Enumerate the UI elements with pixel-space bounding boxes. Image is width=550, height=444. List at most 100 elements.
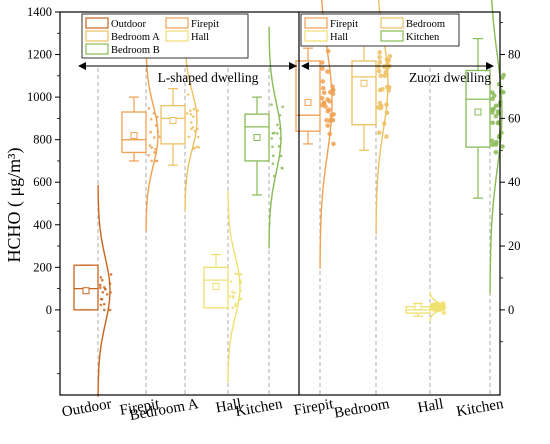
legend-frame — [81, 13, 249, 59]
data-point — [377, 100, 383, 106]
data-point — [234, 272, 237, 276]
left-tick-label: 400 — [33, 218, 52, 232]
data-point — [377, 55, 382, 60]
mean-marker — [169, 117, 177, 125]
data-point — [382, 73, 388, 79]
data-point — [147, 154, 150, 157]
mean-marker — [253, 134, 261, 142]
data-point — [228, 295, 232, 298]
mean-marker — [414, 303, 422, 311]
data-point — [273, 174, 276, 178]
data-point — [234, 302, 238, 306]
data-point — [279, 137, 282, 140]
data-point — [186, 93, 190, 96]
mean-marker — [82, 287, 90, 295]
x-tick-label: Kitchen — [455, 396, 505, 420]
box-iqr — [73, 264, 99, 311]
left-y-axis: 0 200 400 600 800 1000 1200 1400 — [27, 5, 60, 375]
legend-label: Bedroom B — [111, 45, 160, 56]
data-point — [323, 104, 328, 109]
legend-left: Outdoor Firepit Bedroom A Hall Bedroom B — [81, 13, 249, 59]
data-point — [321, 90, 327, 96]
box-iqr — [244, 113, 270, 162]
legend-label: Firepit — [330, 19, 358, 30]
data-point — [330, 87, 336, 92]
panel-title-left: L-shaped dwelling — [158, 70, 259, 85]
distribution-curve — [145, 39, 159, 232]
data-point — [319, 95, 325, 101]
data-point — [320, 79, 326, 84]
data-point — [490, 110, 495, 115]
data-point — [236, 272, 240, 276]
data-point — [233, 291, 236, 295]
data-point — [239, 289, 242, 292]
data-point — [231, 290, 234, 294]
box-iqr — [351, 60, 377, 126]
data-point — [196, 135, 200, 139]
data-point — [377, 50, 383, 55]
left-tick-label: 800 — [33, 133, 52, 147]
data-point — [231, 306, 234, 310]
data-point — [325, 123, 331, 128]
data-point — [108, 308, 112, 312]
mean-marker — [212, 282, 220, 290]
data-point — [430, 304, 436, 310]
distribution-curve — [489, 0, 503, 294]
legend-swatch — [85, 30, 109, 42]
data-point — [490, 96, 495, 102]
distribution-curve — [184, 29, 198, 212]
legend-swatch — [304, 17, 328, 29]
data-point — [229, 280, 233, 283]
left-tick-label: 1200 — [27, 48, 52, 62]
x-tick-label: Firepit — [119, 396, 162, 419]
legend-swatch — [380, 30, 404, 42]
data-point — [99, 297, 103, 301]
data-point — [149, 117, 153, 121]
data-point — [103, 286, 106, 289]
data-point — [103, 308, 106, 312]
data-point — [382, 121, 387, 126]
data-point — [153, 150, 156, 154]
data-point — [279, 154, 283, 158]
left-tick-label: 200 — [33, 260, 52, 274]
data-point — [270, 103, 273, 106]
x-tick-label: Hall — [214, 396, 242, 416]
data-point — [434, 301, 439, 307]
data-point — [147, 107, 151, 110]
legend-swatch — [85, 43, 109, 55]
data-point — [490, 142, 496, 147]
data-point — [377, 59, 383, 65]
data-point — [278, 127, 282, 130]
legend-swatch — [85, 17, 109, 29]
data-point — [190, 127, 193, 131]
right-tick-label: 80 — [508, 48, 521, 62]
distribution-curve — [319, 0, 333, 269]
data-point — [500, 144, 505, 149]
data-point — [192, 115, 195, 118]
data-point — [98, 283, 102, 287]
data-point — [489, 138, 495, 143]
data-point — [325, 69, 330, 74]
data-point — [154, 147, 157, 151]
legend-label: Hall — [330, 32, 348, 43]
left-tick-label: 600 — [33, 175, 52, 189]
x-tick-label: Outdoor — [61, 396, 113, 420]
box-iqr — [465, 69, 491, 148]
legend-label: Bedroom — [406, 19, 445, 30]
data-point — [155, 159, 159, 163]
data-point — [500, 75, 505, 80]
data-point — [99, 303, 103, 307]
data-point — [189, 109, 192, 112]
mean-marker — [130, 131, 138, 139]
data-point — [109, 273, 113, 276]
panel-title-right: Zuozi dwelling — [409, 70, 491, 85]
data-point — [239, 297, 243, 301]
right-tick-label: 20 — [508, 239, 521, 253]
data-point — [496, 81, 502, 87]
data-point — [192, 107, 196, 111]
data-points — [98, 48, 506, 316]
legend-swatch — [165, 30, 189, 42]
data-point — [153, 136, 156, 139]
data-point — [277, 145, 281, 148]
